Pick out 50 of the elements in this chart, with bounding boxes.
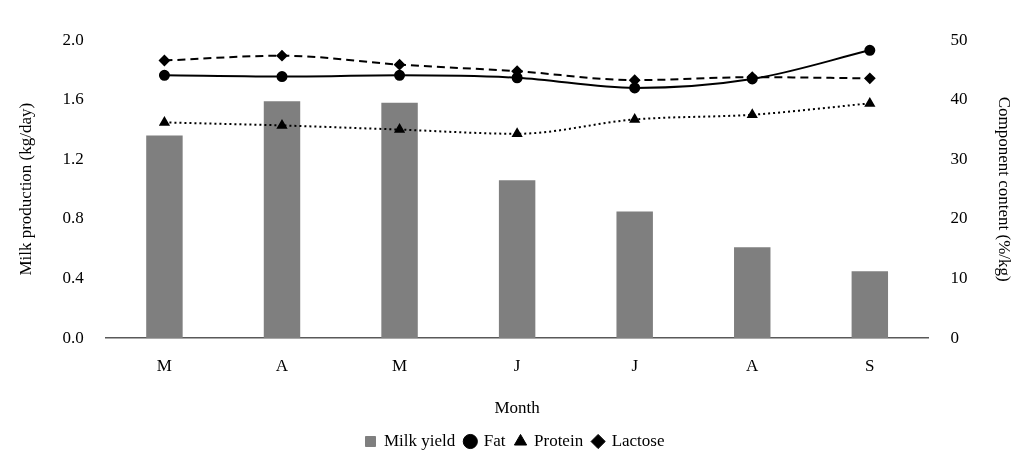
point [511, 72, 523, 84]
y2-axis-title: Component content (%/kg) [995, 96, 1015, 282]
y2-tick-label: 10 [950, 268, 968, 288]
point [276, 71, 288, 83]
y2-tick-label: 50 [950, 29, 968, 49]
y2-tick-label: 20 [950, 208, 968, 228]
x-tick-label: M [156, 355, 172, 375]
point [159, 116, 170, 126]
point [512, 128, 523, 138]
bar [498, 180, 536, 339]
y2-tick-label: 0 [950, 327, 960, 347]
y2-tick-label: 30 [950, 148, 968, 168]
y-tick-label: 0.0 [62, 327, 84, 347]
x-tick-label: J [631, 355, 639, 375]
bar [263, 101, 301, 339]
point [276, 50, 288, 62]
x-tick-label: A [275, 355, 289, 375]
y2-tick-label: 40 [950, 89, 968, 109]
legend-label: Fat [483, 430, 506, 450]
point [277, 119, 287, 129]
y-tick-label: 1.2 [62, 148, 84, 168]
point [629, 113, 640, 123]
legend-label: Milk yield [384, 430, 456, 450]
point [394, 124, 405, 133]
x-tick-label: J [513, 355, 521, 375]
y-tick-label: 2.0 [62, 29, 84, 49]
point [864, 72, 876, 84]
bar [616, 211, 653, 339]
x-tick-label: M [392, 355, 408, 375]
point [158, 69, 170, 81]
point [629, 82, 641, 94]
x-tick-label: S [865, 355, 875, 375]
legend-label: Lactose [611, 430, 665, 450]
legend-label: Protein [534, 430, 584, 450]
y-tick-label: 1.6 [62, 89, 84, 109]
x-tick-label: A [746, 355, 760, 375]
point [394, 59, 406, 71]
bar [851, 271, 889, 339]
x-axis-title: Month [494, 398, 541, 418]
point [747, 109, 758, 118]
y-tick-label: 0.4 [62, 268, 85, 288]
y-axis-title: Milk production (kg/day) [15, 102, 35, 276]
point [394, 69, 406, 81]
point [864, 97, 875, 107]
y-tick-label: 0.8 [62, 208, 84, 228]
point [864, 44, 876, 56]
point [158, 54, 170, 66]
bar [734, 247, 771, 339]
bar [146, 135, 183, 339]
bar [381, 102, 418, 339]
